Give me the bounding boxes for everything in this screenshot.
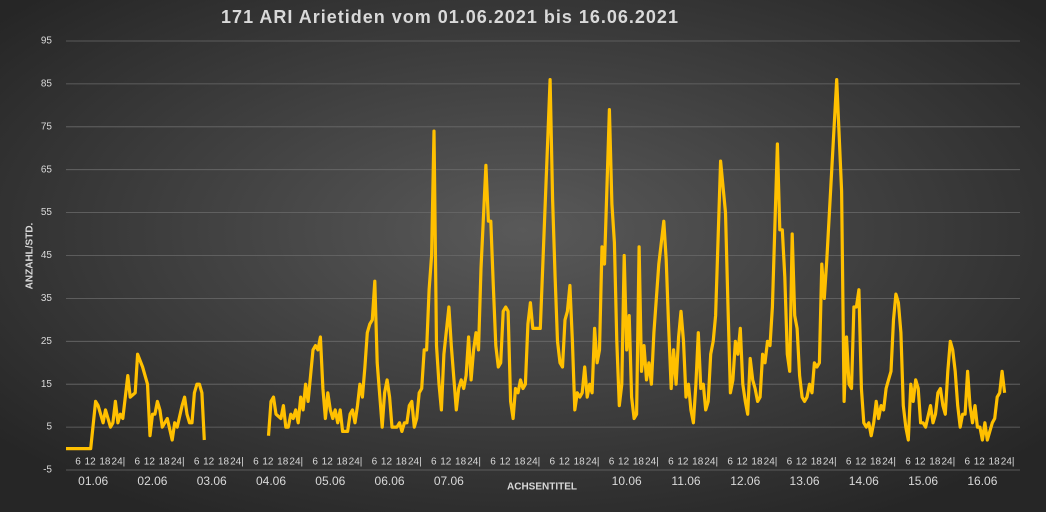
x-tick-label: 6 bbox=[964, 457, 970, 468]
x-tick-label: 24| bbox=[941, 457, 955, 468]
x-tick-label: 6 bbox=[727, 457, 733, 468]
x-tick-label: 18 bbox=[455, 457, 467, 468]
x-tick-label: 24| bbox=[882, 457, 896, 468]
day-label: 02.06 bbox=[137, 474, 167, 488]
x-tick-label: 24| bbox=[171, 457, 185, 468]
x-tick-label: 12 bbox=[499, 457, 511, 468]
x-tick-label: 6 bbox=[312, 457, 318, 468]
y-tick-label: 65 bbox=[41, 164, 53, 175]
x-tick-label: 12 bbox=[85, 457, 97, 468]
x-tick-label: 18 bbox=[277, 457, 289, 468]
x-tick-label: 24| bbox=[289, 457, 303, 468]
y-tick-label: 25 bbox=[41, 336, 53, 347]
day-label: 01.06 bbox=[78, 474, 108, 488]
x-tick-label: 12 bbox=[796, 457, 808, 468]
y-tick-label: 35 bbox=[41, 293, 53, 304]
y-tick-label: 5 bbox=[46, 422, 52, 433]
x-tick-label: 24| bbox=[112, 457, 126, 468]
x-tick-label: 18 bbox=[396, 457, 408, 468]
x-tick-label: 12 bbox=[440, 457, 452, 468]
day-label: 11.06 bbox=[671, 474, 700, 488]
x-tick-label: 6 bbox=[135, 457, 141, 468]
x-tick-label: 6 bbox=[372, 457, 378, 468]
day-label: 10.06 bbox=[612, 474, 642, 488]
x-tick-label: 24| bbox=[527, 457, 541, 468]
x-tick-label: 6 bbox=[609, 457, 615, 468]
x-tick-label: 18 bbox=[159, 457, 171, 468]
y-tick-label: 55 bbox=[41, 207, 53, 218]
x-tick-label: 24| bbox=[823, 457, 837, 468]
day-label: 06.06 bbox=[375, 474, 405, 488]
x-tick-label: 18 bbox=[692, 457, 704, 468]
y-tick-label: 85 bbox=[41, 79, 53, 90]
y-tick-label: 75 bbox=[41, 121, 53, 132]
y-tick-label: 15 bbox=[41, 379, 53, 390]
x-tick-label: 6 bbox=[550, 457, 556, 468]
y-tick-label: 45 bbox=[41, 250, 53, 261]
x-tick-label: 6 bbox=[490, 457, 496, 468]
x-tick-label: 12 bbox=[262, 457, 274, 468]
x-tick-label: 6 bbox=[846, 457, 852, 468]
chart-title: 171 ARI Arietiden vom 01.06.2021 bis 16.… bbox=[221, 7, 679, 27]
x-tick-label: 24| bbox=[1001, 457, 1015, 468]
x-tick-label: 12 bbox=[914, 457, 926, 468]
day-label: 07.06 bbox=[434, 474, 464, 488]
day-label: 14.06 bbox=[849, 474, 879, 488]
x-tick-label: 18 bbox=[929, 457, 941, 468]
x-tick-label: 6 bbox=[787, 457, 793, 468]
x-tick-label: 24| bbox=[349, 457, 363, 468]
x-tick-label: 12 bbox=[381, 457, 393, 468]
x-tick-label: 24| bbox=[230, 457, 244, 468]
x-tick-label: 12 bbox=[322, 457, 334, 468]
y-axis-label: ANZAHL/STD. bbox=[25, 222, 36, 289]
x-tick-label: 6 bbox=[668, 457, 674, 468]
day-label: 05.06 bbox=[315, 474, 345, 488]
day-label: 03.06 bbox=[197, 474, 227, 488]
x-tick-label: 12 bbox=[203, 457, 215, 468]
x-tick-label: 6 bbox=[431, 457, 437, 468]
x-tick-label: 18 bbox=[514, 457, 526, 468]
day-label: 16.06 bbox=[967, 474, 997, 488]
x-axis-label: ACHSENTITEL bbox=[507, 482, 577, 493]
x-tick-label: 24| bbox=[645, 457, 659, 468]
x-tick-label: 24| bbox=[704, 457, 718, 468]
x-tick-label: 18 bbox=[633, 457, 645, 468]
x-tick-label: 18 bbox=[574, 457, 586, 468]
y-tick-label: 95 bbox=[41, 36, 53, 47]
x-tick-label: 24| bbox=[764, 457, 778, 468]
x-tick-label: 6 bbox=[253, 457, 259, 468]
x-tick-label: 24| bbox=[408, 457, 422, 468]
x-tick-label: 6 bbox=[194, 457, 200, 468]
x-tick-label: 12 bbox=[144, 457, 156, 468]
x-tick-label: 18 bbox=[751, 457, 763, 468]
x-tick-label: 12 bbox=[677, 457, 689, 468]
x-tick-label: 24| bbox=[586, 457, 600, 468]
day-label: 04.06 bbox=[256, 474, 286, 488]
x-tick-label: 12 bbox=[737, 457, 749, 468]
day-label: 13.06 bbox=[790, 474, 820, 488]
y-tick-label: -5 bbox=[43, 465, 52, 476]
x-tick-label: 12 bbox=[855, 457, 867, 468]
x-tick-label: 18 bbox=[989, 457, 1001, 468]
x-tick-label: 18 bbox=[870, 457, 882, 468]
x-tick-label: 18 bbox=[811, 457, 823, 468]
x-tick-label: 18 bbox=[218, 457, 230, 468]
day-label: 12.06 bbox=[730, 474, 760, 488]
day-label: 15.06 bbox=[908, 474, 938, 488]
x-tick-label: 18 bbox=[336, 457, 348, 468]
x-tick-label: 6 bbox=[905, 457, 911, 468]
x-tick-label: 12 bbox=[974, 457, 986, 468]
x-tick-label: 12 bbox=[618, 457, 630, 468]
x-tick-label: 24| bbox=[467, 457, 481, 468]
x-tick-label: 6 bbox=[75, 457, 81, 468]
x-tick-label: 18 bbox=[99, 457, 111, 468]
x-tick-label: 12 bbox=[559, 457, 571, 468]
data-line bbox=[66, 78, 1007, 451]
